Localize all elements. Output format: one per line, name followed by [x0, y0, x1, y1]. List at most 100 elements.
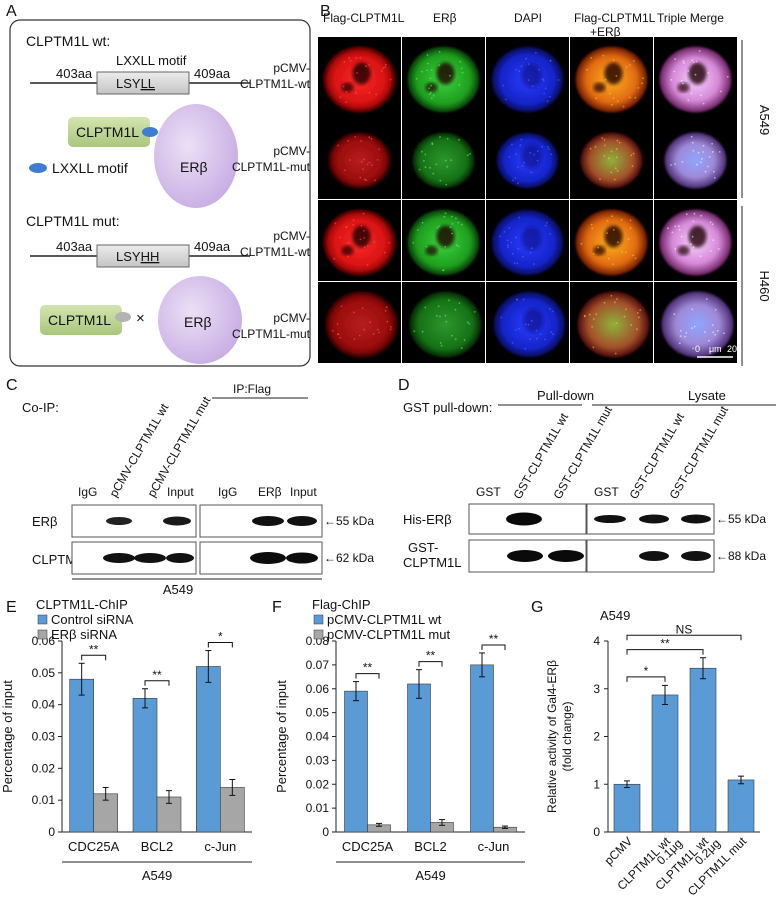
speckle — [514, 329, 517, 331]
panel-c: C Co-IP: IP:Flag IgG pCMV-CLPTM1L wt pCM… — [6, 377, 374, 597]
speckle — [634, 257, 637, 260]
speckle — [549, 59, 552, 62]
bar-a-0 — [69, 678, 94, 833]
speckle — [700, 161, 702, 164]
speckle — [629, 219, 632, 222]
chart-title: Flag-ChIP — [312, 597, 371, 612]
marker-d-88: ←88 kDa — [716, 549, 766, 563]
speckle — [376, 159, 379, 161]
panel-c-letter: C — [6, 377, 18, 394]
speckle — [707, 165, 709, 168]
band-c-clptm1l-mut — [134, 553, 166, 563]
scale-start: 0 — [695, 344, 700, 354]
speckle — [583, 315, 586, 318]
speckle — [435, 315, 438, 317]
speckle — [711, 223, 714, 226]
speckle — [717, 330, 719, 332]
dapi-dark-4 — [523, 308, 544, 333]
bar-a-1 — [132, 697, 158, 833]
band-d-his-wt — [506, 512, 542, 526]
speckle — [444, 314, 447, 317]
speckle — [580, 242, 583, 245]
speckle — [589, 147, 592, 150]
speckle — [344, 169, 346, 172]
speckle — [331, 329, 334, 332]
wt-seq-prefix: LSY — [116, 76, 141, 91]
mut-motif-box — [96, 244, 190, 268]
speckle — [621, 250, 623, 253]
speckle — [421, 330, 424, 333]
speckle — [368, 161, 371, 164]
speckle — [457, 221, 460, 224]
speckle — [438, 64, 441, 66]
nucleus-merge-r2 — [580, 132, 643, 189]
speckle — [389, 328, 392, 331]
speckle — [364, 178, 366, 181]
speckle — [541, 78, 544, 81]
lane-gst-right: GST — [594, 485, 619, 499]
speckle — [692, 61, 695, 64]
speckle — [720, 90, 722, 93]
speckle — [708, 339, 710, 342]
speckle — [625, 308, 627, 311]
y-tick-label: 0.03 — [306, 753, 330, 767]
speckle — [529, 251, 532, 254]
legend-label: ERβ siRNA — [51, 627, 117, 642]
speckle — [507, 246, 509, 249]
speckle — [546, 100, 549, 103]
scale-end: 20 — [727, 344, 737, 354]
row-2-label-line2: CLPTM1L-mut — [232, 160, 311, 174]
mut-sequence: LSYHH — [116, 249, 159, 264]
speckle — [632, 60, 635, 62]
legend-label: pCMV-CLPTM1L wt — [327, 612, 442, 627]
speckle — [459, 60, 462, 63]
clptm1l-label-wt: CLPTM1L — [76, 124, 139, 140]
dapi-dark-1 — [521, 63, 542, 88]
wt-motif-box — [96, 71, 190, 95]
speckle — [352, 224, 355, 226]
gst-pulldown-label: GST pull-down: — [403, 400, 492, 415]
y-axis-label: Percentage of input — [0, 680, 15, 793]
x-tick-label: BCL2 — [141, 839, 174, 854]
row-1-label-line1: pCMV- — [273, 61, 310, 75]
nucleolus-green-r3 — [436, 225, 455, 248]
panel-a: A CLPTM1L wt: LXXLL motif 403aa 409aa LS… — [6, 3, 311, 367]
speckle — [371, 164, 373, 166]
erb-label-mut: ERβ — [184, 314, 212, 330]
speckle — [548, 148, 550, 151]
speckle — [711, 324, 714, 326]
speckle — [687, 70, 690, 72]
speckle — [544, 87, 547, 90]
row-gst-line1: GST- — [408, 540, 438, 555]
speckle — [637, 87, 640, 89]
speckle — [340, 305, 343, 308]
speckle — [670, 79, 673, 81]
speckle — [700, 214, 703, 217]
significance-label: ** — [89, 642, 99, 656]
speckle — [610, 150, 613, 153]
significance-label: NS — [676, 622, 693, 636]
speckle — [461, 71, 464, 74]
speckle — [521, 165, 524, 167]
speckle — [612, 263, 614, 266]
band-d-his-lysate-mut — [681, 514, 711, 524]
speckle — [373, 241, 376, 243]
nucleus-green-r4 — [409, 291, 482, 358]
nucleolus-small-red-r1 — [341, 82, 354, 93]
speckle — [691, 141, 694, 144]
speckle — [421, 150, 423, 153]
speckle — [612, 97, 615, 100]
speckle — [627, 238, 630, 241]
speckle — [517, 166, 519, 169]
speckle — [455, 244, 458, 247]
y-tick-label: 0.04 — [32, 698, 56, 712]
speckle — [421, 221, 424, 224]
speckle — [440, 344, 443, 347]
speckle — [678, 342, 681, 345]
speckle — [333, 257, 336, 260]
panel-e-letter: E — [6, 599, 17, 616]
y-axis-label: Relative activity of Gal4-ERβ — [545, 660, 559, 813]
speckle — [713, 177, 716, 179]
speckle — [692, 149, 695, 152]
legend-swatch — [313, 614, 324, 625]
